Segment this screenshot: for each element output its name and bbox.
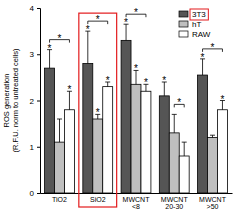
y-tick: 0	[30, 189, 40, 198]
bar	[208, 138, 218, 194]
significance-mark: *	[48, 43, 52, 54]
bar	[93, 119, 103, 193]
x-tick-label: SiO2	[90, 196, 106, 203]
y-tick-mark	[37, 193, 40, 194]
chart: 01234TiO2SiO2MWCNT<8MWCNT20-30MWCNT>50**…	[0, 0, 235, 217]
y-axis: 0 1 2 3 4	[30, 4, 41, 198]
x-axis: TiO2 SiO2 MWCNT<8 MWCNT20-30 MWCNT>50	[41, 193, 233, 210]
bracket-mark: *	[58, 33, 62, 44]
bracket-mark: *	[96, 14, 100, 25]
bracket-mark: *	[177, 97, 181, 108]
bar	[55, 142, 65, 193]
significance-mark: *	[220, 94, 224, 105]
y-axis-title: (R.F.U. norm to untreated cells)	[11, 48, 20, 153]
significance-mark: *	[124, 17, 128, 28]
error-bar	[210, 135, 215, 137]
legend-label: 3T3	[192, 10, 206, 19]
error-bar	[85, 31, 90, 63]
error-bar	[182, 142, 187, 156]
y-tick-label: 2	[30, 97, 35, 106]
error-bar	[172, 114, 177, 133]
y-tick-mark	[37, 101, 40, 102]
bar	[198, 75, 208, 193]
y-tick-mark	[37, 54, 40, 55]
significance-mark: *	[96, 107, 100, 118]
x-tick-label: MWCNT>50	[199, 196, 227, 210]
x-tick: MWCNT>50	[199, 193, 227, 210]
bar	[217, 110, 227, 193]
annotations: * * * * * * * * * * * * * * * *	[48, 7, 225, 118]
y-tick-label: 4	[30, 4, 35, 13]
y-tick-label: 1	[30, 143, 35, 152]
x-axis-line	[41, 193, 233, 194]
y-tick: 1	[30, 143, 40, 152]
bars	[45, 24, 228, 193]
bar	[103, 87, 113, 193]
bracket-mark: *	[211, 42, 215, 53]
error-bar	[57, 119, 62, 142]
legend-swatch	[179, 11, 188, 17]
significance-mark: *	[134, 63, 138, 74]
plot: 01234TiO2SiO2MWCNT<8MWCNT20-30MWCNT>50**…	[30, 4, 233, 210]
highlight-box	[79, 13, 117, 207]
y-tick-mark	[37, 8, 40, 9]
bracket-mark: *	[134, 7, 138, 18]
bar	[169, 133, 179, 193]
bar	[131, 84, 141, 193]
x-tick-label: MWCNT20-30	[161, 196, 189, 210]
x-tick: SiO2	[90, 193, 106, 203]
legend-highlight	[190, 9, 208, 20]
significance-mark: *	[67, 84, 71, 95]
significance-mark: *	[201, 52, 205, 63]
y-axis-title: ROS generation	[2, 74, 11, 128]
y-tick: 3	[30, 50, 40, 59]
y-tick: 4	[30, 4, 40, 13]
x-tick: TiO2	[52, 193, 67, 203]
y-tick-label: 3	[30, 50, 35, 59]
bar	[159, 96, 169, 193]
bar	[141, 91, 151, 193]
bar	[121, 40, 131, 193]
y-axis-line	[37, 9, 41, 194]
bar	[45, 68, 55, 193]
legend-swatch	[179, 21, 188, 27]
x-tick-label: MWCNT<8	[123, 196, 151, 210]
x-tick: MWCNT<8	[123, 193, 151, 210]
significance-mark: *	[86, 24, 90, 35]
significance-mark: *	[144, 77, 148, 88]
y-tick-label: 0	[30, 189, 35, 198]
y-tick: 2	[30, 97, 40, 106]
x-tick-label: TiO2	[52, 196, 67, 203]
y-tick-mark	[37, 147, 40, 148]
bar	[179, 156, 189, 193]
bar	[83, 64, 93, 194]
legend-label: hT	[192, 20, 201, 29]
x-tick: MWCNT20-30	[161, 193, 189, 210]
legend: 3T3hTRAW	[179, 9, 211, 39]
significance-mark: *	[162, 75, 166, 86]
legend-swatch	[179, 31, 188, 37]
significance-mark: *	[106, 75, 110, 86]
legend-label: RAW	[192, 30, 211, 39]
bar	[64, 110, 74, 193]
